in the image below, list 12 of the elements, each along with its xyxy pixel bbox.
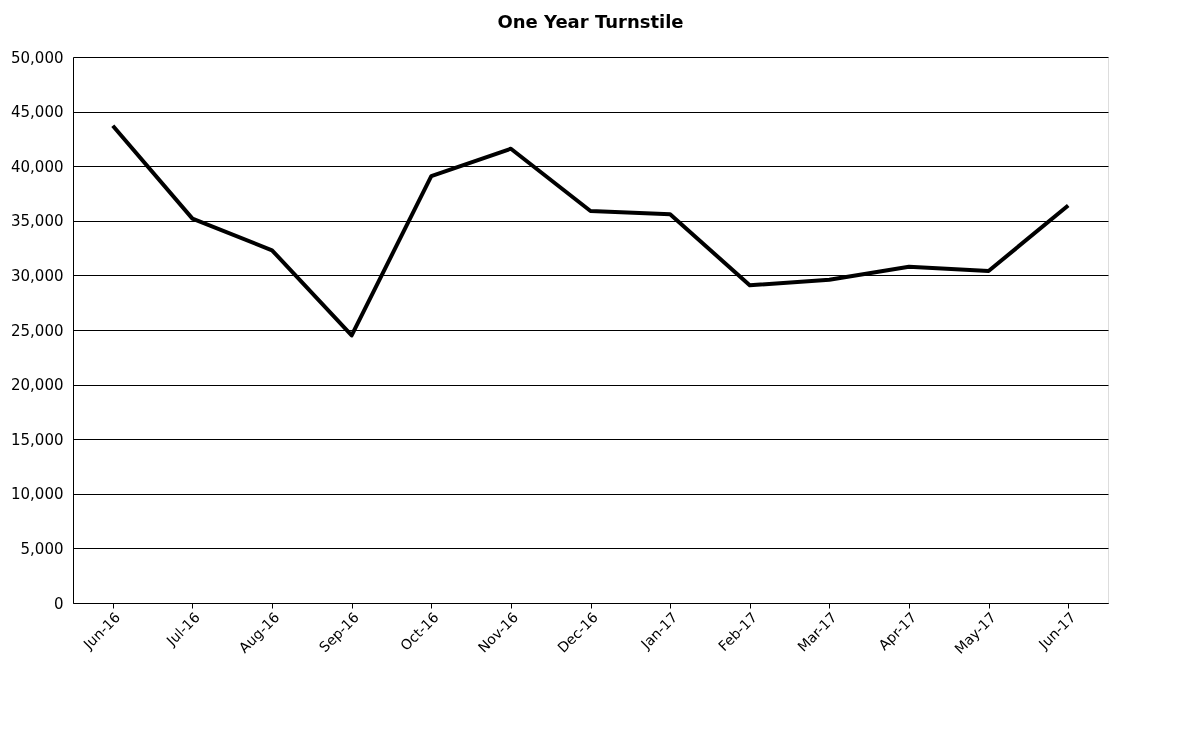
y-tick-label: 40,000 [11,157,64,176]
y-tick-label: 35,000 [11,212,64,231]
y-tick-label: 30,000 [11,266,64,285]
chart-title: One Year Turnstile [497,11,684,32]
y-tick-label: 10,000 [11,485,64,504]
y-tick-label: 5,000 [20,539,64,558]
y-tick-label: 25,000 [11,321,64,340]
y-tick-label: 20,000 [11,376,64,395]
y-tick-label: 15,000 [11,430,64,449]
y-tick-label: 45,000 [11,103,64,122]
y-tick-label: 50,000 [11,48,64,67]
y-tick-label: 0 [53,594,64,613]
